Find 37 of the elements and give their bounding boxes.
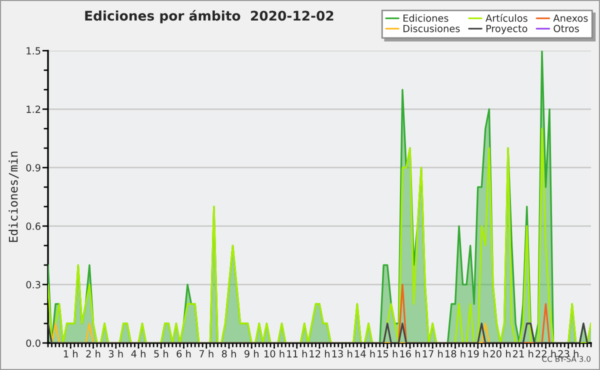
legend-label: Ediciones xyxy=(403,14,448,22)
x-tick-label: 23 h xyxy=(558,350,578,358)
x-tick-label: 10 h xyxy=(264,350,284,358)
x-tick-label: 19 h xyxy=(468,350,488,358)
x-tick-label: 13 h xyxy=(332,350,352,358)
legend-label: Otros xyxy=(554,24,579,32)
x-tick-label: 22 h xyxy=(536,350,556,358)
x-tick-label: 5 h xyxy=(154,350,168,358)
x-tick-label: 17 h xyxy=(422,350,443,358)
x-tick-label: 18 h xyxy=(446,350,466,358)
x-tick-label: 11 h xyxy=(287,350,307,358)
x-tick-label: 21 h xyxy=(513,350,534,358)
legend-label: Artículos xyxy=(486,14,528,22)
chart-title: Ediciones por ámbito 2020-12-02 xyxy=(85,10,334,24)
x-tick-label: 4 h xyxy=(131,350,146,358)
y-axis-title: Ediciones/min xyxy=(8,152,19,242)
y-tick-label: 0.3 xyxy=(26,281,40,288)
legend-label: Anexos xyxy=(553,14,588,22)
x-tick-label: 16 h xyxy=(400,350,420,358)
x-tick-label: 20 h xyxy=(490,350,510,358)
x-tick-label: 6 h xyxy=(176,350,191,358)
x-tick-label: 7 h xyxy=(199,350,214,358)
y-tick-label: 1.5 xyxy=(26,47,40,55)
x-tick-label: 12 h xyxy=(310,350,330,358)
x-tick-label: 14 h xyxy=(355,350,375,358)
legend-label: Proyecto xyxy=(486,24,528,34)
x-tick-label: 15 h xyxy=(378,350,398,358)
x-tick-label: 3 h xyxy=(108,350,123,358)
x-tick-label: 2 h xyxy=(86,350,100,358)
x-tick-label: 9 h xyxy=(244,350,259,358)
legend-label: Discusiones xyxy=(403,24,460,32)
x-tick-label: 1 h xyxy=(64,350,78,358)
y-tick-label: 0.0 xyxy=(26,339,40,347)
y-tick-label: 1.2 xyxy=(26,106,40,113)
y-tick-label: 0.9 xyxy=(26,164,40,172)
y-tick-label: 0.6 xyxy=(26,222,40,230)
x-tick-label: 8 h xyxy=(222,350,236,358)
